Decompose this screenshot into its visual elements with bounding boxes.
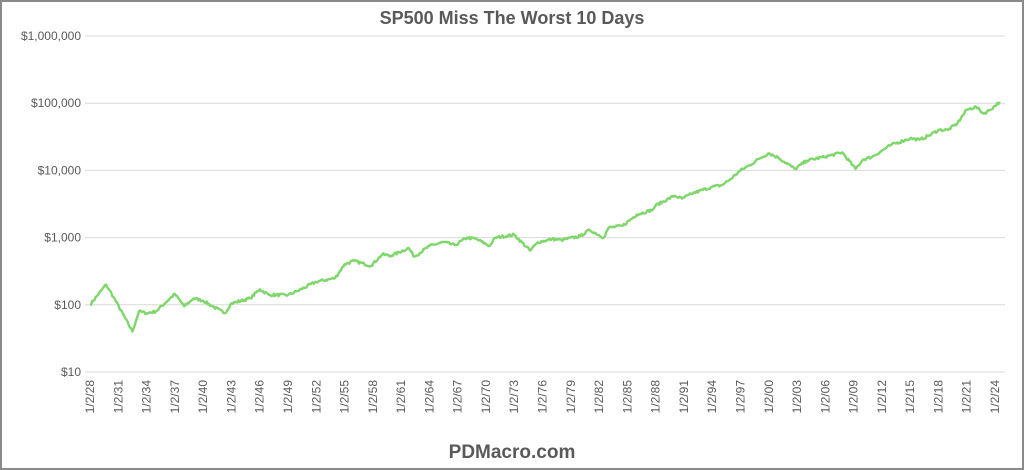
x-tick-label: 1/2/46 [253, 380, 267, 414]
x-tick-label: 1/2/31 [111, 380, 125, 414]
x-tick-label: 1/2/67 [451, 380, 465, 414]
x-tick-label: 1/2/40 [196, 380, 210, 414]
x-tick-label: 1/2/64 [422, 380, 436, 414]
x-tick-label: 1/2/70 [479, 380, 493, 414]
footer-source: PDMacro.com [449, 442, 576, 463]
x-tick-label: 1/2/88 [649, 380, 663, 414]
series-line [89, 101, 1001, 333]
x-tick-label: 1/2/79 [564, 380, 578, 414]
x-tick-label: 1/2/91 [677, 380, 691, 414]
x-tick-label: 1/2/24 [988, 380, 1002, 414]
x-tick-label: 1/2/06 [818, 380, 832, 414]
x-tick-label: 1/2/94 [705, 380, 719, 414]
y-tick-label: $1,000,000 [21, 29, 81, 43]
x-tick-label: 1/2/00 [762, 380, 776, 414]
x-tick-label: 1/2/43 [224, 380, 238, 414]
y-tick-label: $100,000 [31, 96, 81, 110]
x-tick-label: 1/2/58 [366, 380, 380, 414]
y-tick-label: $10,000 [38, 163, 82, 177]
x-tick-label: 1/2/73 [507, 380, 521, 414]
x-tick-label: 1/2/37 [168, 380, 182, 414]
x-tick-label: 1/2/03 [790, 380, 804, 414]
x-tick-label: 1/2/49 [281, 380, 295, 414]
x-tick-label: 1/2/21 [960, 380, 974, 414]
y-tick-label: $100 [54, 298, 81, 312]
x-tick-label: 1/2/15 [903, 380, 917, 414]
x-tick-label: 1/2/55 [338, 380, 352, 414]
x-tick-label: 1/2/52 [309, 380, 323, 414]
x-tick-label: 1/2/61 [394, 380, 408, 414]
y-tick-label: $10 [61, 365, 81, 379]
x-tick-label: 1/2/28 [83, 380, 97, 414]
x-tick-label: 1/2/34 [140, 380, 154, 414]
y-tick-label: $1,000 [44, 231, 81, 245]
chart-title: SP500 Miss The Worst 10 Days [380, 8, 645, 28]
x-tick-label: 1/2/97 [733, 380, 747, 414]
x-tick-label: 1/2/09 [847, 380, 861, 414]
x-tick-label: 1/2/76 [536, 380, 550, 414]
x-tick-label: 1/2/85 [620, 380, 634, 414]
x-tick-label: 1/2/12 [875, 380, 889, 414]
x-tick-label: 1/2/82 [592, 380, 606, 414]
x-tick-label: 1/2/18 [931, 380, 945, 414]
